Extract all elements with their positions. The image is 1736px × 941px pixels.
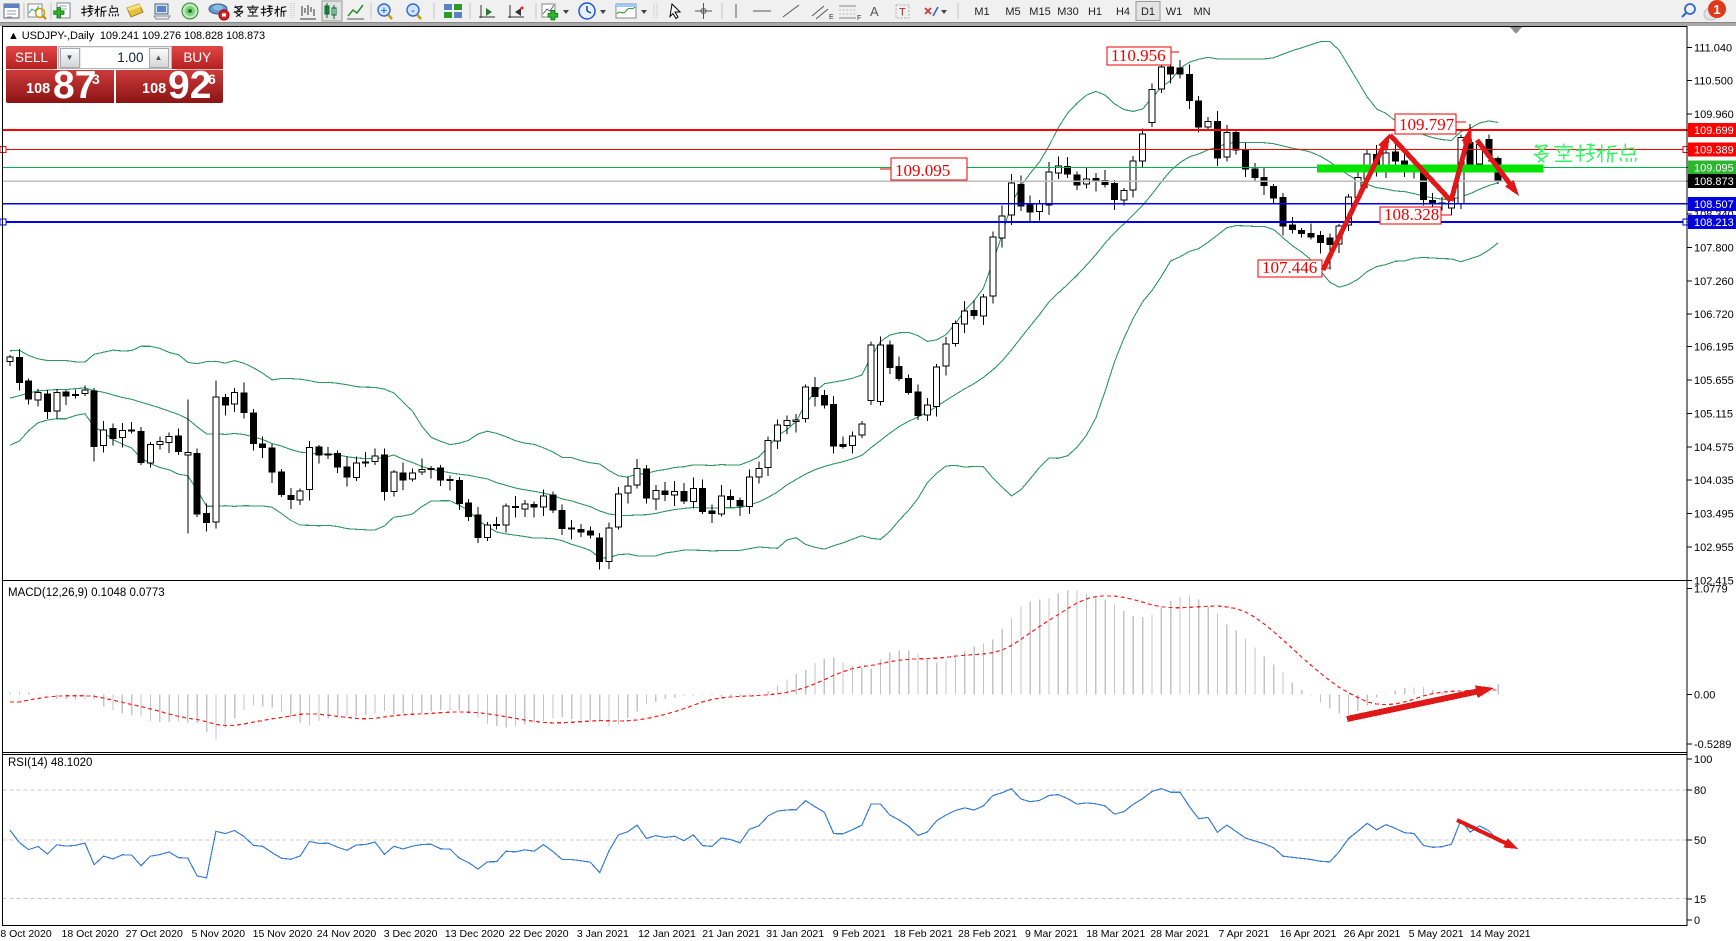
- svg-text:E: E: [829, 14, 834, 21]
- svg-text:109.095: 109.095: [895, 161, 950, 180]
- svg-text:21 Jan 2021: 21 Jan 2021: [702, 928, 760, 940]
- svg-text:107.260: 107.260: [1694, 276, 1734, 288]
- svg-text:111.040: 111.040: [1694, 42, 1732, 54]
- svg-text:104.575: 104.575: [1694, 442, 1734, 454]
- svg-text:RSI(14) 48.1020: RSI(14) 48.1020: [8, 757, 92, 769]
- svg-text:109.797: 109.797: [1399, 115, 1455, 134]
- svg-text:7 Apr 2021: 7 Apr 2021: [1219, 928, 1270, 940]
- svg-text:104.035: 104.035: [1694, 475, 1734, 487]
- svg-text:-: -: [411, 5, 415, 17]
- svg-text:28 Mar 2021: 28 Mar 2021: [1150, 928, 1209, 940]
- svg-text:50: 50: [1694, 835, 1706, 847]
- svg-text:MN: MN: [1193, 6, 1210, 18]
- svg-text:F: F: [857, 15, 861, 22]
- svg-text:1: 1: [1713, 2, 1720, 17]
- svg-text:T: T: [899, 7, 906, 19]
- svg-text:0: 0: [1694, 915, 1700, 927]
- svg-text:12 Jan 2021: 12 Jan 2021: [638, 928, 696, 940]
- svg-text:108.213: 108.213: [1694, 217, 1734, 229]
- svg-text:105.655: 105.655: [1694, 375, 1734, 387]
- svg-text:1.0779: 1.0779: [1694, 584, 1728, 596]
- svg-text:13 Dec 2020: 13 Dec 2020: [445, 928, 505, 940]
- svg-text:22 Dec 2020: 22 Dec 2020: [509, 928, 569, 940]
- svg-text:109.699: 109.699: [1694, 125, 1734, 137]
- svg-text:+: +: [381, 5, 387, 17]
- svg-text:107.800: 107.800: [1694, 243, 1734, 255]
- svg-text:3 Jan 2021: 3 Jan 2021: [577, 928, 629, 940]
- svg-text:16 Apr 2021: 16 Apr 2021: [1280, 928, 1337, 940]
- svg-text:14 May 2021: 14 May 2021: [1470, 928, 1531, 940]
- svg-text:108.507: 108.507: [1694, 199, 1734, 211]
- svg-text:18 Mar 2021: 18 Mar 2021: [1086, 928, 1145, 940]
- svg-text:110.500: 110.500: [1694, 76, 1733, 88]
- svg-text:108.328: 108.328: [1384, 205, 1439, 224]
- svg-text:80: 80: [1694, 785, 1706, 797]
- svg-text:M1: M1: [974, 6, 989, 18]
- svg-text:18 Feb 2021: 18 Feb 2021: [894, 928, 953, 940]
- svg-text:5 Nov 2020: 5 Nov 2020: [191, 928, 245, 940]
- svg-text:5 May 2021: 5 May 2021: [1409, 928, 1464, 940]
- svg-text:A: A: [870, 4, 879, 19]
- svg-text:H4: H4: [1116, 6, 1130, 18]
- svg-text:9 Mar 2021: 9 Mar 2021: [1025, 928, 1078, 940]
- svg-text:107.446: 107.446: [1262, 258, 1317, 277]
- svg-text:-0.5289: -0.5289: [1694, 739, 1731, 751]
- svg-text:8 Oct 2020: 8 Oct 2020: [0, 928, 52, 940]
- svg-text:109.960: 109.960: [1694, 109, 1734, 121]
- svg-text:M5: M5: [1005, 6, 1020, 18]
- svg-text:0.00: 0.00: [1694, 690, 1715, 702]
- svg-text:15 Nov 2020: 15 Nov 2020: [253, 928, 313, 940]
- svg-text:108.873: 108.873: [1694, 176, 1734, 188]
- svg-text:110.956: 110.956: [1111, 46, 1166, 65]
- svg-text:100: 100: [1694, 754, 1712, 766]
- svg-text:103.495: 103.495: [1694, 509, 1734, 521]
- svg-text:3 Dec 2020: 3 Dec 2020: [384, 928, 438, 940]
- svg-text:15: 15: [1694, 894, 1706, 906]
- svg-text:M30: M30: [1057, 6, 1078, 18]
- svg-text:27 Oct 2020: 27 Oct 2020: [126, 928, 183, 940]
- svg-text:31 Jan 2021: 31 Jan 2021: [766, 928, 824, 940]
- svg-text:26 Apr 2021: 26 Apr 2021: [1344, 928, 1401, 940]
- svg-text:106.195: 106.195: [1694, 342, 1734, 354]
- svg-text:MACD(12,26,9) 0.1048 0.0773: MACD(12,26,9) 0.1048 0.0773: [8, 587, 165, 599]
- svg-text:W1: W1: [1166, 6, 1183, 18]
- svg-text:106.720: 106.720: [1694, 309, 1734, 321]
- svg-text:105.115: 105.115: [1694, 408, 1733, 420]
- svg-text:102.415: 102.415: [1694, 575, 1734, 587]
- svg-text:28 Feb 2021: 28 Feb 2021: [958, 928, 1017, 940]
- svg-text:18 Oct 2020: 18 Oct 2020: [61, 928, 118, 940]
- svg-text:109.389: 109.389: [1694, 144, 1734, 156]
- svg-text:24 Nov 2020: 24 Nov 2020: [317, 928, 377, 940]
- svg-text:▲ USDJPY-,Daily 109.241 109.2: ▲ USDJPY-,Daily 109.241 109.276 108.828 …: [8, 30, 265, 42]
- svg-text:M15: M15: [1029, 6, 1050, 18]
- svg-text:D1: D1: [1141, 6, 1155, 18]
- svg-text:9 Feb 2021: 9 Feb 2021: [833, 928, 886, 940]
- svg-text:102.955: 102.955: [1694, 542, 1734, 554]
- svg-text:109.095: 109.095: [1694, 163, 1734, 175]
- svg-text:H1: H1: [1088, 6, 1102, 18]
